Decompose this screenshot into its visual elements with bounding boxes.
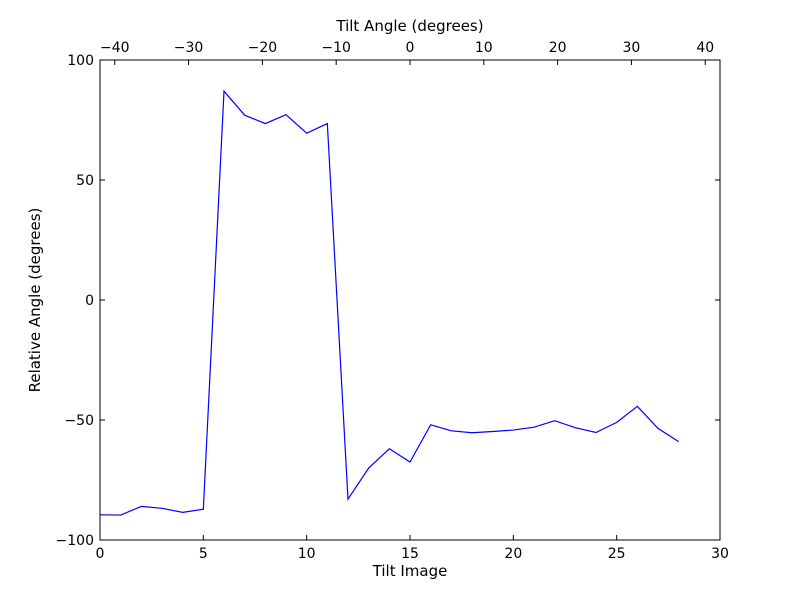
- line-layer: [99, 89, 679, 516]
- x-tick-label: 20: [504, 546, 522, 562]
- plot-frame: [99, 59, 721, 541]
- y-tick-label: 50: [76, 173, 94, 189]
- x-tick-label: 30: [711, 546, 729, 562]
- x-axis-title: Tilt Image: [372, 562, 448, 580]
- series-line: [99, 89, 679, 516]
- top-x-tick-label: −30: [174, 40, 204, 56]
- top-x-tick-label: 20: [549, 40, 567, 56]
- x-tick-label: 25: [608, 546, 626, 562]
- top-x-axis-title: Tilt Angle (degrees): [335, 17, 483, 35]
- top-x-tick-label: −20: [248, 40, 278, 56]
- y-tick-label: −50: [64, 413, 94, 429]
- y-tick-label: 100: [67, 53, 94, 69]
- top-x-tick-label: 0: [406, 40, 415, 56]
- ticks-layer: [99, 59, 721, 541]
- x-tick-label: 15: [401, 546, 419, 562]
- x-tick-label: 0: [96, 546, 105, 562]
- top-x-tick-label: 10: [475, 40, 493, 56]
- x-tick-label: 10: [298, 546, 316, 562]
- x-tick-label: 5: [199, 546, 208, 562]
- top-x-tick-label: −10: [321, 40, 351, 56]
- top-x-tick-label: 40: [696, 40, 714, 56]
- y-tick-label: −100: [56, 533, 94, 549]
- y-tick-label: 0: [85, 293, 94, 309]
- top-x-tick-label: 30: [623, 40, 641, 56]
- y-axis-title: Relative Angle (degrees): [26, 208, 44, 393]
- labels-layer: 0 5 10 15 20 25 30−40 −30 −20 −10 0 10 20 30 40−100−50…: [56, 40, 729, 562]
- top-x-tick-label: −40: [100, 40, 130, 56]
